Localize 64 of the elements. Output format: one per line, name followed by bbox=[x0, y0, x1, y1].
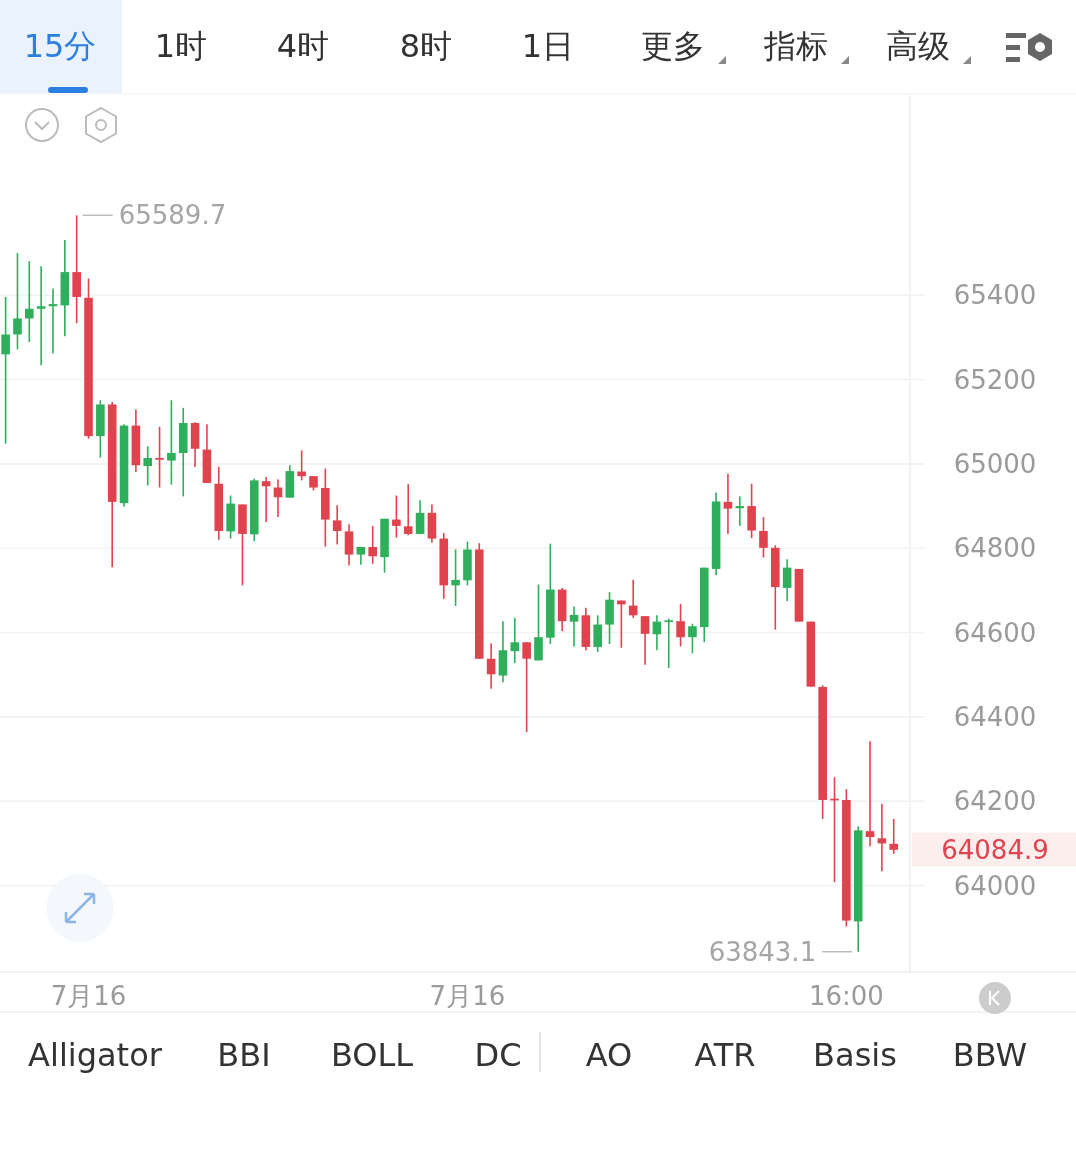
text: AO bbox=[585, 1036, 633, 1074]
text: BBW bbox=[952, 1036, 1028, 1074]
y-tick-label: 64800 bbox=[953, 533, 1037, 564]
candlestick bbox=[676, 603, 685, 648]
text: BOLL bbox=[330, 1036, 414, 1074]
candlestick bbox=[486, 642, 496, 690]
candlestick bbox=[510, 617, 520, 664]
candlestick bbox=[628, 579, 638, 619]
y-tick-label: 65400 bbox=[953, 280, 1037, 311]
text: Basis bbox=[813, 1036, 897, 1074]
candlestick bbox=[451, 548, 460, 607]
x-tick-label: 7月16 bbox=[429, 981, 506, 1011]
candlestick bbox=[534, 583, 543, 662]
y-tick-label: 64000 bbox=[953, 870, 1037, 901]
text: 指标 bbox=[763, 27, 828, 65]
text: 高级 bbox=[886, 27, 950, 65]
candlestick bbox=[593, 614, 602, 653]
text: DC bbox=[474, 1036, 522, 1074]
candlestick bbox=[415, 499, 425, 536]
text: 1日 bbox=[521, 27, 575, 65]
candlestick bbox=[759, 516, 768, 559]
y-tick-label: 64600 bbox=[953, 617, 1037, 648]
text: 4时 bbox=[276, 27, 330, 65]
text: 64084.9 bbox=[941, 834, 1049, 865]
candlestick bbox=[782, 558, 792, 602]
annotation: 63843.1 bbox=[708, 936, 817, 967]
text: 8时 bbox=[399, 27, 453, 65]
candlestick bbox=[723, 472, 733, 535]
candlestick bbox=[167, 399, 176, 486]
candlestick bbox=[332, 504, 342, 546]
y-tick-label: 65200 bbox=[953, 364, 1037, 395]
annotation: 65589.7 bbox=[118, 200, 227, 231]
text: BBI bbox=[217, 1036, 271, 1074]
candlestick bbox=[368, 525, 377, 565]
candlestick bbox=[36, 265, 46, 367]
candlestick bbox=[13, 252, 22, 351]
candlestick bbox=[522, 641, 531, 733]
text: Alligator bbox=[28, 1036, 163, 1074]
text: 更多 bbox=[641, 27, 705, 65]
candlestick bbox=[735, 495, 745, 527]
candlestick bbox=[889, 818, 899, 855]
candlestick bbox=[297, 449, 306, 482]
text: 15分 bbox=[23, 27, 97, 65]
y-tick-label: 65000 bbox=[953, 448, 1037, 479]
candlestick bbox=[155, 426, 164, 489]
candlestick bbox=[640, 615, 650, 666]
y-tick-label: 64200 bbox=[953, 786, 1037, 817]
candlestick bbox=[877, 802, 887, 873]
candlestick bbox=[392, 494, 401, 539]
candlestick bbox=[403, 483, 413, 536]
y-tick-label: 64400 bbox=[953, 701, 1037, 732]
candlestick bbox=[261, 476, 271, 523]
x-tick-label: 7月16 bbox=[50, 981, 127, 1011]
text: 1时 bbox=[154, 27, 208, 65]
candlestick bbox=[344, 523, 354, 567]
candlestick bbox=[143, 445, 153, 487]
candlestick bbox=[569, 605, 579, 648]
candlestick bbox=[664, 617, 674, 669]
x-tick-label: 16:00 bbox=[808, 981, 884, 1011]
candlestick bbox=[865, 740, 875, 848]
candlestick bbox=[1, 296, 10, 445]
candlestick bbox=[688, 622, 697, 655]
candlestick bbox=[25, 260, 34, 343]
text: ATR bbox=[694, 1036, 756, 1074]
